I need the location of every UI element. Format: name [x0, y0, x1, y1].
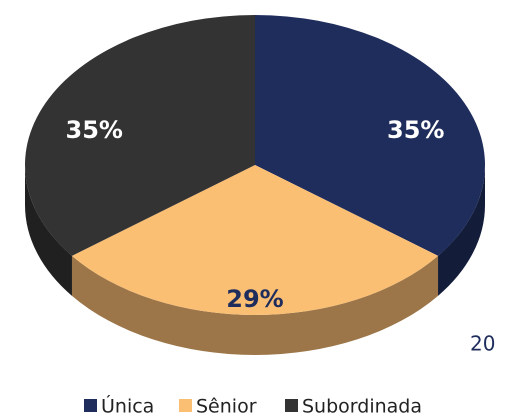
legend-swatch	[285, 399, 298, 412]
page-number: 20	[470, 332, 495, 356]
slice-side	[25, 165, 72, 296]
slice-side	[71, 255, 439, 356]
legend-swatch	[179, 399, 192, 412]
legend-label: Subordinada	[302, 396, 422, 418]
slice	[24, 15, 256, 256]
slice	[71, 165, 439, 315]
data-label: 35%	[387, 116, 444, 144]
slice	[255, 15, 486, 256]
data-label: 29%	[226, 285, 283, 313]
slice-side	[438, 165, 485, 296]
legend-label: Única	[101, 394, 154, 418]
data-label: 35%	[66, 116, 123, 144]
legend-label: Sênior	[196, 396, 257, 418]
legend-swatch	[84, 399, 97, 412]
